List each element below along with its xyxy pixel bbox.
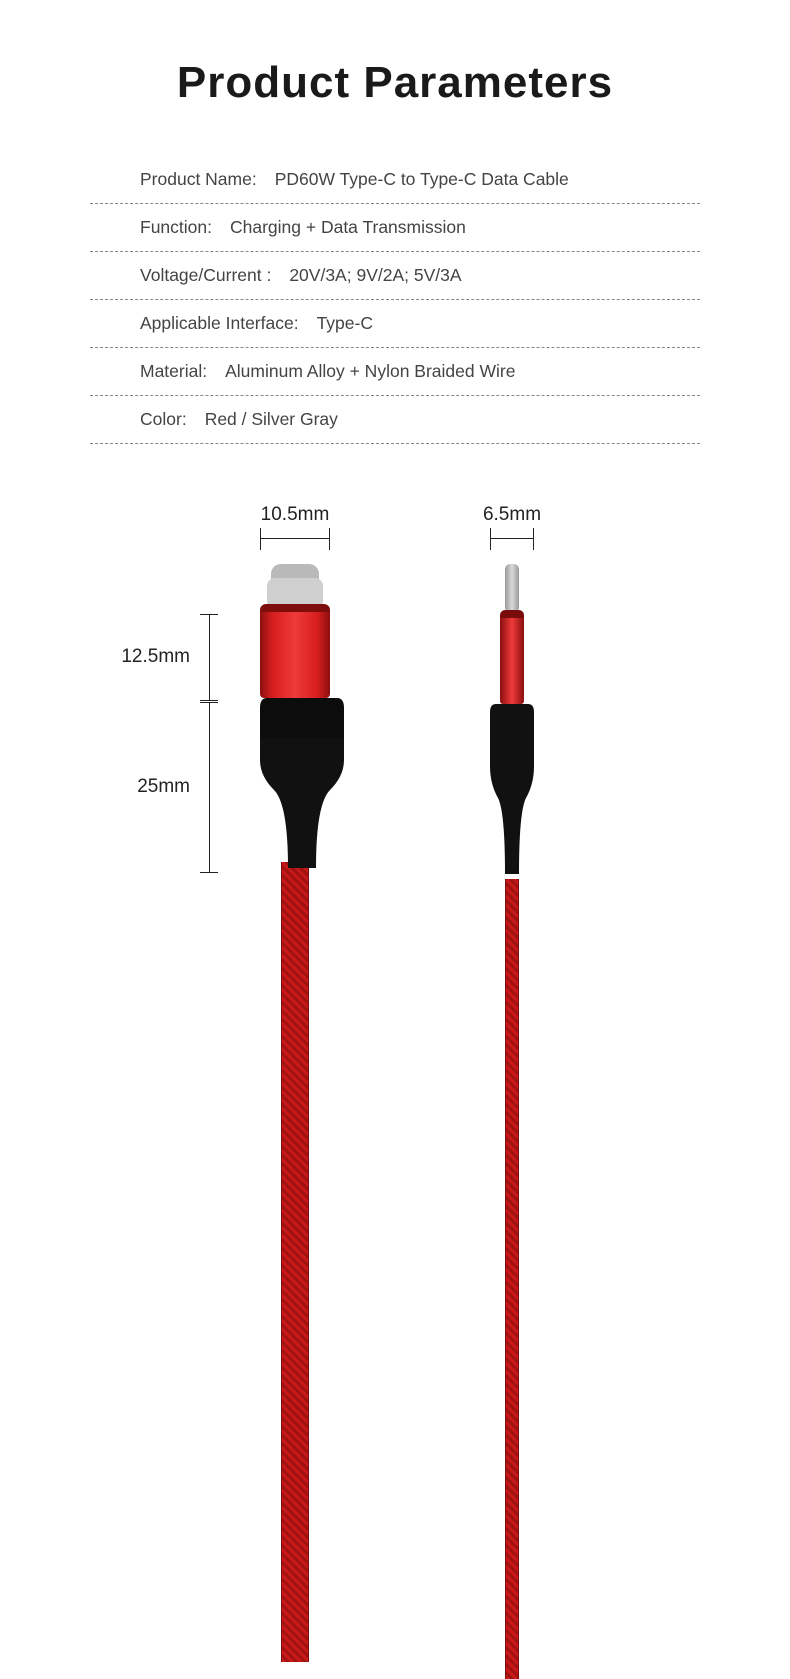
aluminum-housing-icon [500, 618, 524, 704]
spec-value: Type-C [317, 313, 373, 334]
braided-cable-icon [505, 879, 519, 1679]
dim-side-width: 6.5mm [478, 504, 546, 550]
dim-strain-height: 25mm [130, 702, 220, 872]
aluminum-housing-icon [260, 612, 330, 698]
spec-label: Material: [140, 361, 207, 382]
spec-value: Red / Silver Gray [205, 409, 338, 430]
spec-table: Product Name: PD60W Type-C to Type-C Dat… [90, 156, 700, 444]
page-title: Product Parameters [0, 0, 790, 156]
connector-front-view [260, 564, 330, 1662]
dim-label: 6.5mm [478, 504, 546, 526]
dim-label: 10.5mm [260, 504, 330, 526]
spec-label: Product Name: [140, 169, 257, 190]
spec-row: Color: Red / Silver Gray [90, 396, 700, 444]
spec-row: Voltage/Current : 20V/3A; 9V/2A; 5V/3A [90, 252, 700, 300]
spec-value: Charging + Data Transmission [230, 217, 466, 238]
strain-relief-icon [260, 698, 344, 868]
spec-row: Function: Charging + Data Transmission [90, 204, 700, 252]
dim-label: 12.5mm [121, 646, 190, 668]
spec-value: PD60W Type-C to Type-C Data Cable [275, 169, 569, 190]
spec-label: Applicable Interface: [140, 313, 299, 334]
connector-side-view [490, 564, 534, 1679]
dim-alu-height: 12.5mm [130, 614, 220, 700]
spec-row: Product Name: PD60W Type-C to Type-C Dat… [90, 156, 700, 204]
usb-c-plug-side-icon [505, 564, 519, 610]
housing-collar-icon [500, 610, 524, 618]
spec-row: Material: Aluminum Alloy + Nylon Braided… [90, 348, 700, 396]
spec-label: Color: [140, 409, 187, 430]
usb-c-plug-base-icon [267, 578, 323, 606]
strain-relief-icon [490, 704, 534, 881]
spec-value: Aluminum Alloy + Nylon Braided Wire [225, 361, 515, 382]
spec-label: Voltage/Current : [140, 265, 271, 286]
spec-label: Function: [140, 217, 212, 238]
housing-collar-icon [260, 604, 330, 612]
dim-label: 25mm [137, 776, 190, 798]
spec-row: Applicable Interface: Type-C [90, 300, 700, 348]
spec-value: 20V/3A; 9V/2A; 5V/3A [289, 265, 461, 286]
dim-front-width: 10.5mm [260, 504, 330, 550]
braided-cable-icon [281, 862, 309, 1662]
dimension-diagram: 10.5mm 6.5mm 12.5mm 25mm [0, 484, 790, 1184]
